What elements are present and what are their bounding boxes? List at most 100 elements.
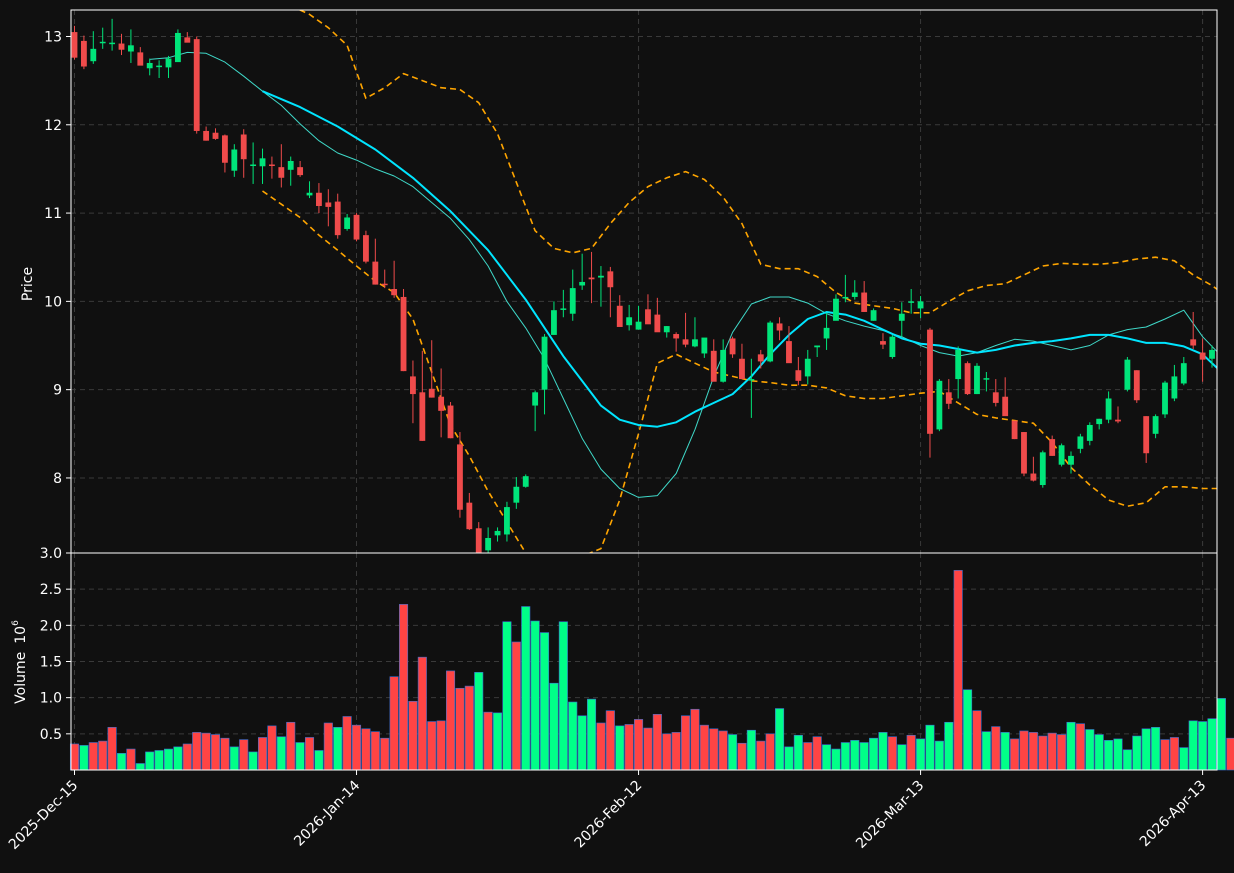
candle-body [776,323,783,331]
candle-body [269,164,275,167]
candle-body [663,326,670,333]
volume-bar [1104,740,1114,771]
candle-body [297,167,304,176]
volume-bar [502,621,512,771]
volume-bar [192,732,202,771]
volume-bar [229,746,239,771]
volume-bar [1000,732,1010,771]
candle-body [645,309,651,325]
candle-body [1068,455,1074,465]
candle-body [927,329,933,434]
volume-bar [869,737,879,771]
volume-bar [464,685,474,771]
candle-body [1190,339,1197,346]
candle-body [391,289,398,296]
volume-bar [1188,720,1198,771]
candle-body [898,313,905,321]
volume-tick-label: 1.0 [40,691,62,707]
candle-body [240,134,247,160]
candle-body [1096,418,1103,425]
candle-body [842,296,849,299]
candle-body [400,296,407,372]
volume-bar [662,733,672,771]
candle-body [804,358,811,377]
candle-body [729,338,736,355]
candle-body [485,537,492,551]
volume-bar [1113,738,1123,771]
candle-body [1133,370,1140,401]
volume-bar [351,724,362,771]
volume-bar [88,742,98,771]
candle-body [861,292,868,312]
candle-body [541,336,548,390]
volume-axis: 0.5 1.0 1.5 2.0 2.5 3.0 [40,546,71,743]
candle-body [720,349,727,382]
volume-bar [972,710,982,771]
volume-bar [1057,734,1067,771]
volume-tick-label: 0.5 [40,727,62,743]
volume-bar [493,712,503,771]
volume-bar [587,698,597,771]
candle-body [372,261,379,285]
volume-bar [878,732,888,771]
candle-body [504,507,510,535]
volume-bar [380,737,390,771]
volume-bar [718,730,728,771]
volume-bar [220,737,230,771]
candle-body [607,271,614,288]
volume-bar [1141,728,1151,771]
volume-tick-label: 3.0 [40,546,62,562]
volume-bar [295,742,305,771]
volume-bar [342,716,352,771]
volume-bar [286,721,296,771]
candle-body [917,301,924,309]
volume-bar [671,732,681,771]
volume-bar [427,721,437,771]
volume-bar [182,743,192,771]
candle-body [964,363,971,395]
candle-body [419,392,426,441]
volume-bar [173,746,183,771]
candle-body [1011,420,1018,440]
volume-bar [822,744,832,771]
volume-bar [69,743,80,771]
candle-body [325,202,332,207]
volume-bar [154,750,164,771]
volume-bar [474,672,484,771]
price-axis-label: Price [20,267,36,301]
candle-body [438,396,445,411]
volume-bar [634,719,644,771]
candle-body [833,298,839,321]
volume-axis-label-text: Volume [13,652,29,704]
candle-body [410,376,416,395]
volume-bar [1066,721,1076,771]
price-grid [71,10,1217,553]
volume-bar [1038,735,1048,771]
candle-body [221,135,228,163]
volume-bar [116,753,127,771]
volume-bar [1132,735,1142,771]
price-axis: 8 9 10 11 12 13 [44,29,71,487]
candle-body [682,339,689,345]
candle-body [532,392,539,406]
volume-bar [408,700,418,771]
volume-bar [756,740,766,771]
volume-bar [455,687,465,771]
volume-bar [201,732,211,771]
volume-bar [897,744,907,771]
candle-body [1115,419,1121,422]
volume-bar [248,751,258,771]
volume-tick-label: 1.5 [40,655,62,671]
volume-bar [699,724,709,771]
candle-body [99,41,106,44]
volume-bar [98,740,108,771]
candle-body [654,314,661,333]
candle-body [569,288,576,314]
volume-bar [803,742,813,771]
volume-bar [615,725,625,771]
candle-body [334,201,341,236]
volume-bar [530,620,540,771]
candle-body [945,392,952,404]
candle-body [118,43,125,50]
candle-body [598,275,604,278]
